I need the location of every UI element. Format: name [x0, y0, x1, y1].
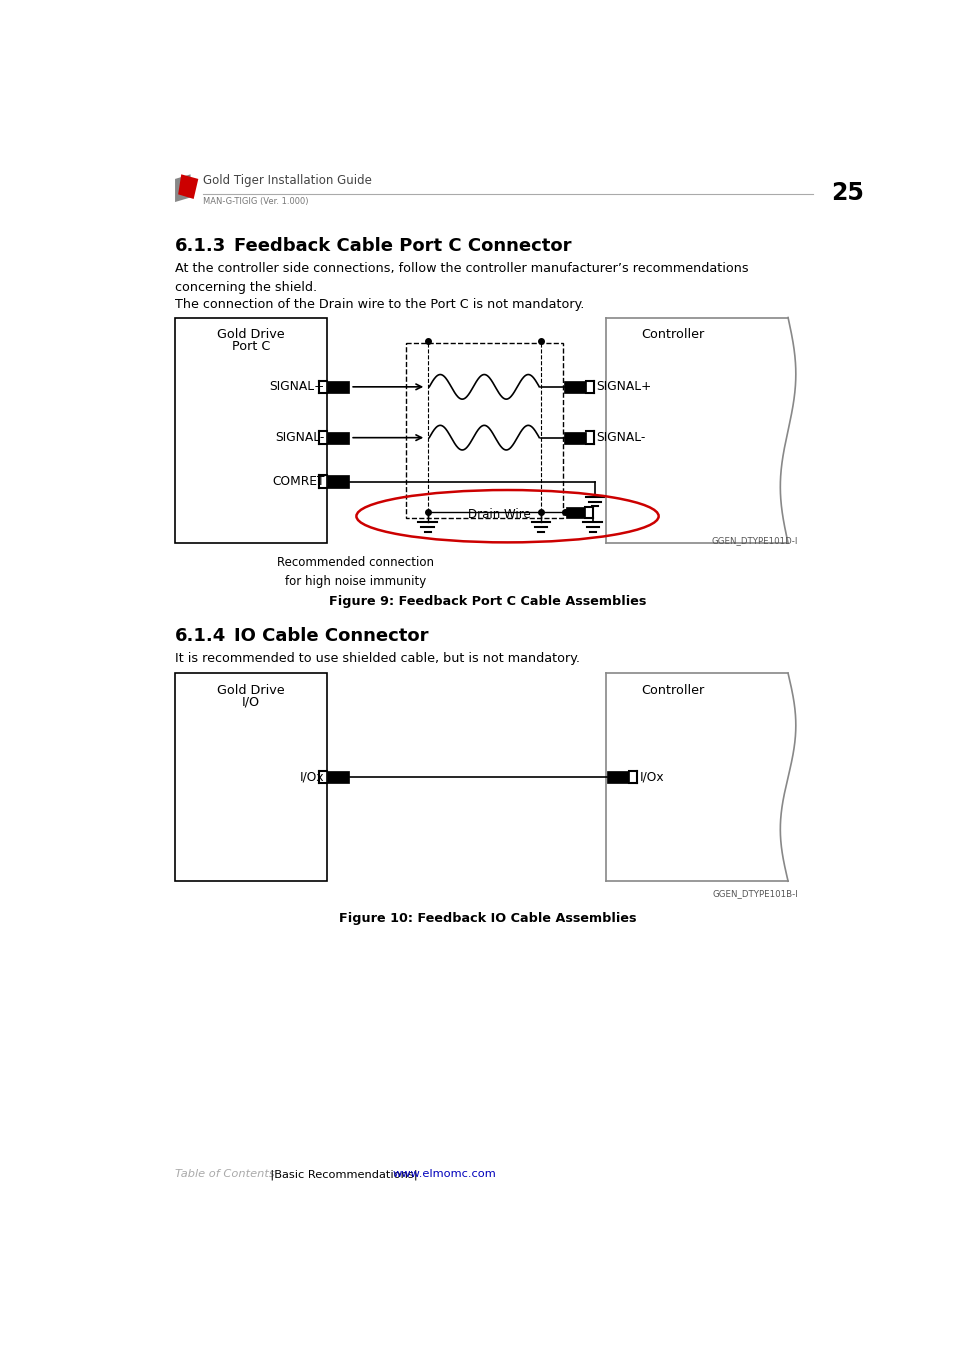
- Bar: [406, 343, 562, 518]
- Bar: [327, 771, 348, 783]
- Text: Gold Tiger Installation Guide: Gold Tiger Installation Guide: [203, 174, 372, 186]
- Text: Figure 9: Feedback Port C Cable Assemblies: Figure 9: Feedback Port C Cable Assembli…: [329, 595, 645, 608]
- Text: Feedback Cable Port C Connector: Feedback Cable Port C Connector: [233, 238, 571, 255]
- Text: MAN-G-TIGIG (Ver. 1.000): MAN-G-TIGIG (Ver. 1.000): [203, 197, 308, 207]
- Text: COMRET: COMRET: [272, 475, 324, 489]
- Text: GGEN_DTYPE101B-I: GGEN_DTYPE101B-I: [712, 888, 798, 898]
- Bar: [566, 508, 584, 518]
- Text: Drain Wire: Drain Wire: [468, 508, 531, 521]
- Text: Gold Drive: Gold Drive: [217, 328, 285, 342]
- Bar: [327, 475, 348, 487]
- Text: IO Cable Connector: IO Cable Connector: [233, 628, 428, 645]
- Text: It is recommended to use shielded cable, but is not mandatory.: It is recommended to use shielded cable,…: [174, 652, 579, 664]
- Text: The connection of the Drain wire to the Port C is not mandatory.: The connection of the Drain wire to the …: [174, 297, 584, 310]
- Text: SIGNAL+: SIGNAL+: [596, 381, 651, 393]
- Bar: [327, 381, 348, 393]
- Text: |Basic Recommendations|: |Basic Recommendations|: [262, 1169, 416, 1180]
- Polygon shape: [174, 174, 191, 202]
- Bar: [327, 432, 348, 444]
- Text: Port C: Port C: [232, 340, 270, 352]
- Text: Table of Contents: Table of Contents: [174, 1169, 274, 1179]
- Text: Recommended connection
for high noise immunity: Recommended connection for high noise im…: [276, 556, 434, 587]
- Bar: [174, 674, 327, 882]
- Bar: [563, 381, 585, 393]
- Text: Controller: Controller: [640, 328, 703, 342]
- Text: Gold Drive: Gold Drive: [217, 684, 285, 697]
- Text: 6.1.3: 6.1.3: [174, 238, 226, 255]
- Text: Figure 10: Feedback IO Cable Assemblies: Figure 10: Feedback IO Cable Assemblies: [338, 913, 636, 925]
- Text: At the controller side connections, follow the controller manufacturer’s recomme: At the controller side connections, foll…: [174, 262, 748, 293]
- Text: SIGNAL-: SIGNAL-: [596, 431, 645, 444]
- Text: SIGNAL-: SIGNAL-: [275, 431, 324, 444]
- Bar: [607, 771, 629, 783]
- Text: I/O: I/O: [242, 695, 260, 709]
- Text: Controller: Controller: [640, 684, 703, 697]
- Polygon shape: [178, 174, 198, 198]
- Text: GGEN_DTYPE101D-I: GGEN_DTYPE101D-I: [711, 536, 798, 545]
- Text: I/Ox: I/Ox: [639, 771, 664, 784]
- Text: www.elmomc.com: www.elmomc.com: [392, 1169, 496, 1179]
- Text: 25: 25: [830, 181, 862, 205]
- Text: I/Ox: I/Ox: [299, 771, 324, 784]
- Text: SIGNAL+: SIGNAL+: [269, 381, 324, 393]
- Bar: [563, 432, 585, 444]
- Text: 6.1.4: 6.1.4: [174, 628, 226, 645]
- Bar: [174, 317, 327, 543]
